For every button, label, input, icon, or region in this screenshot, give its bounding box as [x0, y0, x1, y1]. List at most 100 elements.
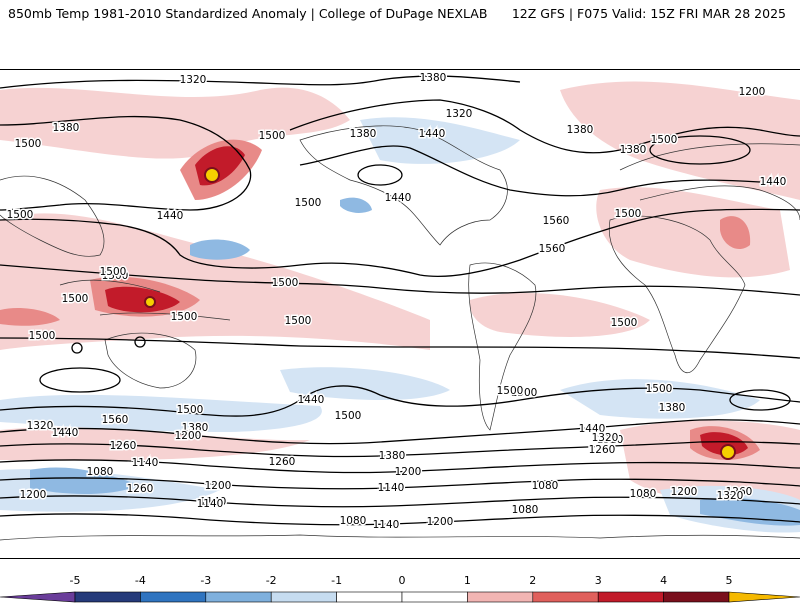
contour-line — [0, 385, 800, 417]
africa-coast — [608, 215, 746, 373]
contour-label: 1500 — [285, 315, 312, 327]
contour-label: 1080 — [512, 504, 539, 516]
colorbar-segment — [140, 591, 207, 603]
contour-label: 1500 — [651, 134, 678, 146]
contour-label: 1500 — [272, 277, 299, 289]
contour-label: 1500 — [615, 208, 642, 220]
map-title: 850mb Temp 1981-2010 Standardized Anomal… — [8, 6, 488, 21]
coastlines — [0, 125, 800, 541]
contour-label: 1140 — [197, 498, 224, 510]
contour-label: 1320 — [592, 432, 619, 444]
contour-label: 1380 — [567, 124, 594, 136]
contour-label: 1080 — [532, 480, 559, 492]
contour-label: 1380 — [182, 422, 209, 434]
contour-label: 1440 — [579, 423, 606, 435]
contour-line — [0, 75, 521, 89]
contour-label: 1500 — [295, 197, 322, 209]
contour-label: 1500 — [497, 385, 524, 397]
extreme-anomaly-spot — [144, 296, 156, 308]
cold-anomaly-area — [280, 367, 450, 401]
contour-line — [0, 264, 800, 296]
colorbar-segment — [467, 591, 534, 603]
contour-line — [0, 477, 800, 490]
colorbar-segment — [728, 591, 800, 603]
cold-anomaly-area — [0, 394, 322, 432]
contour-line — [39, 367, 121, 393]
contour-label: 1260 — [726, 486, 753, 498]
colorbar-segment — [74, 591, 141, 603]
contour-label: 1440 — [52, 427, 79, 439]
contour-label: 1560 — [543, 215, 570, 227]
contour-label: 1200 — [427, 516, 454, 528]
colorbar-ticks: -5 -4 -3 -2 -1 0 1 2 3 4 5 — [0, 574, 800, 588]
colorbar-tick-label: 5 — [725, 574, 733, 587]
australia-coast — [104, 332, 197, 389]
cold-anomaly-area — [30, 467, 140, 494]
cold-anomaly-area — [700, 497, 800, 526]
contour-labels: 1320 1380 1380 1320 1380 1200 1500 1380 1440 1500… — [5, 71, 788, 533]
contour-line — [0, 495, 800, 508]
anomaly-shading — [0, 81, 800, 533]
model-run-info: 12Z GFS | F075 Valid: 15Z FRI MAR 28 202… — [511, 6, 786, 21]
contour-label: 1440 — [385, 192, 412, 204]
contour-line — [0, 115, 252, 211]
contour-label: 1320 — [180, 74, 207, 86]
colorbar-segment — [532, 591, 599, 603]
contour-label: 1320 — [27, 420, 54, 432]
colorbar-tick-label: 3 — [594, 574, 602, 587]
contour-label: 1380 — [620, 144, 647, 156]
contour-label: 1500 — [29, 330, 56, 342]
cold-anomaly-area — [340, 197, 372, 213]
contour-label: 1500 — [611, 317, 638, 329]
colorbar — [0, 588, 800, 603]
contour-line — [0, 459, 800, 474]
colorbar-tick-label: 2 — [529, 574, 537, 587]
colorbar-segment — [401, 591, 468, 603]
contour-label: 1320 — [597, 434, 624, 446]
asia-coast — [0, 175, 105, 257]
contour-label: 1440 — [298, 394, 325, 406]
contour-label: 1380 — [350, 128, 377, 140]
contour-label: 1260 — [269, 456, 296, 468]
contour-label: 1500 — [259, 130, 286, 142]
contour-label: 1320 — [717, 490, 744, 502]
contour-line — [289, 99, 800, 154]
contour-line — [0, 208, 800, 277]
contour-label: 1440 — [157, 210, 184, 222]
contour-line — [134, 336, 146, 348]
cold-anomaly-area — [360, 117, 520, 164]
contour-line — [649, 135, 751, 165]
contour-label: 1260 — [127, 483, 154, 495]
colorbar-segment — [336, 591, 403, 603]
anomaly-map[interactable]: 1320 1380 1380 1320 1380 1200 1500 1380 1440 1500… — [0, 69, 800, 559]
height-contours — [0, 75, 800, 526]
contour-label: 1080 — [340, 515, 367, 527]
contour-line — [71, 342, 83, 354]
contour-label: 1200 — [20, 489, 47, 501]
contour-line — [729, 389, 791, 411]
indonesia-coast — [59, 279, 231, 321]
colorbar-segment — [0, 591, 76, 603]
contour-label: 1500 — [177, 404, 204, 416]
colorbar-tick-label: 4 — [660, 574, 668, 587]
colorbar-tick-label: -4 — [134, 574, 146, 587]
contour-label: 1380 — [379, 450, 406, 462]
colorbar-segment — [663, 591, 730, 603]
antarctica-coast — [0, 534, 800, 541]
contour-label: 1380 — [420, 72, 447, 84]
colorbar-segment — [270, 591, 337, 603]
contour-label: 1200 — [205, 480, 232, 492]
contour-label: 1440 — [760, 176, 787, 188]
warm-anomaly-area — [596, 187, 790, 278]
colorbar-tick-label: -2 — [265, 574, 277, 587]
cold-anomaly-area — [190, 239, 250, 260]
warm-anomaly-area — [0, 308, 60, 326]
contour-line — [357, 164, 403, 186]
extreme-anomaly-spot — [720, 444, 736, 460]
contour-label: 1140 — [132, 457, 159, 469]
contour-label: 1080 — [87, 466, 114, 478]
warm-anomaly-area — [0, 213, 430, 350]
contour-line — [0, 441, 800, 458]
contour-label: 1560 — [539, 243, 566, 255]
contour-line — [0, 513, 800, 526]
